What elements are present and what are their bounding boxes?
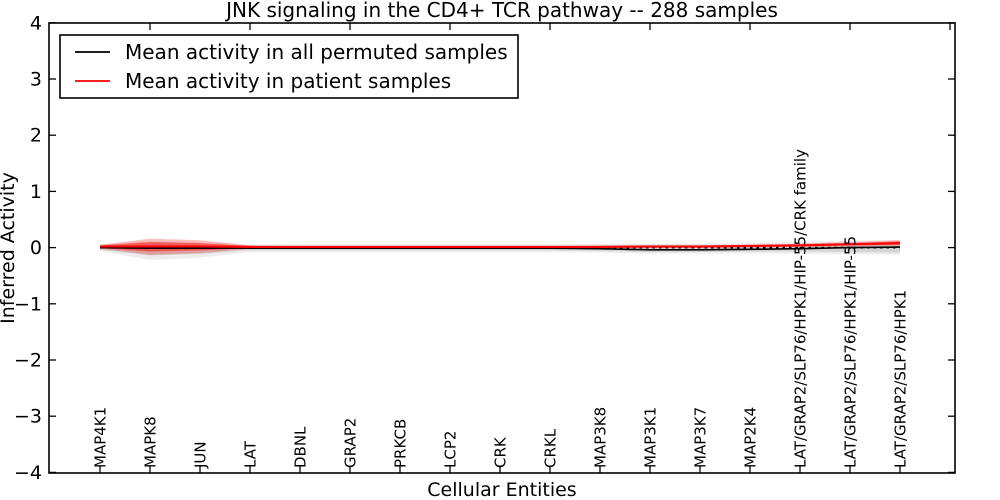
x-tick-label: LCP2 [442, 431, 460, 468]
y-tick-label: −2 [14, 350, 42, 372]
chart-title: JNK signaling in the CD4+ TCR pathway --… [224, 0, 778, 22]
x-tick-label: MAP4K1 [92, 407, 110, 468]
y-tick-label: −4 [14, 462, 42, 484]
x-tick-label: GRAP2 [342, 418, 360, 468]
legend-label-permuted: Mean activity in all permuted samples [125, 40, 508, 64]
series-lines [99, 242, 901, 251]
x-tick-label: CRKL [542, 428, 560, 468]
y-tick-label: 2 [30, 125, 42, 147]
y-tick-label: −3 [14, 406, 42, 428]
x-tick-label: PRKCB [392, 419, 410, 468]
x-tick-label: MAPK8 [142, 416, 160, 468]
y-tick-label: 4 [30, 12, 42, 34]
series-line-mean-activity-in-patient-samples [100, 242, 901, 249]
x-tick-label: MAP3K8 [592, 407, 610, 468]
band-permuted-samples-spread-outer- [100, 239, 900, 260]
y-tick-labels: 4 3 2 1 0 −1 −2 −3 −4 [14, 12, 42, 484]
x-tick-label: LAT [242, 440, 260, 468]
y-tick-label: 3 [30, 69, 42, 91]
x-axis-label: Cellular Entities [427, 479, 576, 500]
x-tick-label: JUN [192, 441, 210, 469]
axis-ticks [49, 22, 955, 474]
legend-box [59, 34, 519, 99]
y-tick-label: 1 [30, 181, 42, 203]
x-tick-label: LAT/GRAP2/SLP76/HPK1/HIP-55 [842, 236, 860, 468]
x-tick-label: DBNL [292, 426, 310, 468]
y-tick-label: −1 [14, 293, 42, 315]
legend: Mean activity in all permuted samples Me… [59, 34, 519, 99]
x-tick-label: MAP3K7 [692, 407, 710, 468]
y-axis-label: Inferred Activity [0, 172, 19, 324]
x-tick-label: LAT/GRAP2/SLP76/HPK1/HIP-55/CRK family [792, 149, 810, 468]
x-tick-labels: MAP4K1 MAPK8 JUN LAT DBNL GRAP2 PRKCB LCP2 CRK CR… [92, 149, 910, 469]
series-line-mean-activity-in-all-permuted-samples [99, 246, 901, 251]
legend-label-patient: Mean activity in patient samples [125, 69, 451, 93]
y-tick-label: 0 [30, 237, 42, 259]
x-tick-label: CRK [492, 436, 510, 468]
x-tick-label: MAP2K4 [742, 407, 760, 468]
x-tick-label: LAT/GRAP2/SLP76/HPK1 [892, 290, 910, 468]
x-tick-label: MAP3K1 [642, 407, 660, 468]
